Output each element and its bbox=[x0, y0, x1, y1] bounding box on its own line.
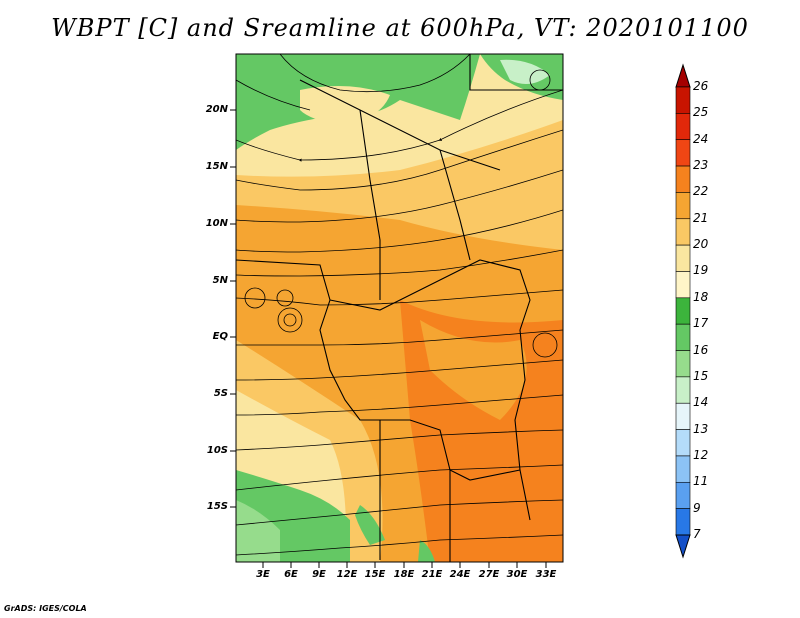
colorbar-swatch bbox=[675, 86, 691, 114]
footer-credit: GrADS: IGES/COLA bbox=[4, 604, 87, 613]
colorbar-label: 22 bbox=[693, 184, 709, 199]
colorbar-swatch bbox=[675, 139, 691, 167]
colorbar-swatch bbox=[675, 481, 691, 509]
colorbar-label: 23 bbox=[693, 158, 709, 173]
lat-label: 5N bbox=[212, 275, 228, 286]
streamlines bbox=[236, 54, 563, 556]
colorbar-label: 14 bbox=[693, 395, 709, 410]
colorbar-swatch bbox=[675, 113, 691, 141]
colorbar-label: 18 bbox=[693, 289, 709, 304]
colorbar-label: 25 bbox=[693, 105, 709, 120]
colorbar-swatch bbox=[675, 323, 691, 351]
colorbar-label: 9 bbox=[693, 500, 701, 515]
colorbar-swatch bbox=[675, 271, 691, 299]
colorbar-swatch bbox=[675, 350, 691, 378]
colorbar-label: 11 bbox=[693, 474, 709, 489]
axis-ticks bbox=[230, 109, 547, 568]
colorbar-swatch bbox=[675, 165, 691, 193]
colorbar-label: 7 bbox=[693, 527, 701, 541]
lat-label: 10S bbox=[206, 445, 228, 456]
colorbar-swatch bbox=[675, 297, 691, 325]
colorbar-swatch bbox=[675, 192, 691, 220]
plot-frame bbox=[235, 53, 564, 563]
lon-label: 30E bbox=[506, 569, 528, 580]
colorbar-label: 15 bbox=[693, 368, 709, 383]
lon-label: 33E bbox=[535, 569, 557, 580]
lon-label: 27E bbox=[478, 569, 500, 580]
lon-label: 6E bbox=[284, 569, 298, 580]
colorbar-label: 26 bbox=[693, 79, 709, 93]
colorbar-label: 19 bbox=[693, 263, 709, 278]
lat-label: 5S bbox=[213, 388, 228, 399]
lon-label: 12E bbox=[336, 569, 358, 580]
colorbar-swatch bbox=[675, 508, 691, 536]
lat-label: 20N bbox=[205, 104, 228, 115]
country-borders bbox=[236, 54, 563, 562]
lon-label: 3E bbox=[256, 569, 270, 580]
lon-label: 18E bbox=[393, 569, 415, 580]
colorbar-swatch bbox=[675, 244, 691, 272]
colorbar-swatch bbox=[675, 429, 691, 457]
map-title: WBPT [C] and Sreamline at 600hPa, VT: 20… bbox=[51, 14, 749, 42]
lat-label: 15S bbox=[206, 501, 228, 512]
colorbar-swatch bbox=[675, 376, 691, 404]
triangle-down-icon bbox=[675, 534, 691, 559]
lon-label: 21E bbox=[421, 569, 443, 580]
colorbar-label: 16 bbox=[693, 342, 709, 357]
lon-label: 9E bbox=[312, 569, 326, 580]
colorbar-label: 24 bbox=[693, 131, 709, 146]
wbpt-field bbox=[236, 54, 563, 562]
triangle-up-icon bbox=[675, 63, 691, 88]
colorbar-label: 13 bbox=[693, 421, 709, 436]
lat-label: EQ bbox=[212, 331, 228, 342]
colorbar-label: 12 bbox=[693, 447, 709, 462]
lon-label: 15E bbox=[364, 569, 386, 580]
colorbar bbox=[675, 63, 691, 559]
lat-label: 10N bbox=[205, 218, 228, 229]
colorbar-swatch bbox=[675, 402, 691, 430]
colorbar-swatch bbox=[675, 218, 691, 246]
colorbar-label: 17 bbox=[693, 316, 709, 331]
colorbar-swatch bbox=[675, 455, 691, 483]
colorbar-label: 20 bbox=[693, 237, 709, 252]
lat-label: 15N bbox=[205, 161, 228, 172]
lon-label: 24E bbox=[449, 569, 471, 580]
colorbar-label: 21 bbox=[693, 210, 709, 225]
